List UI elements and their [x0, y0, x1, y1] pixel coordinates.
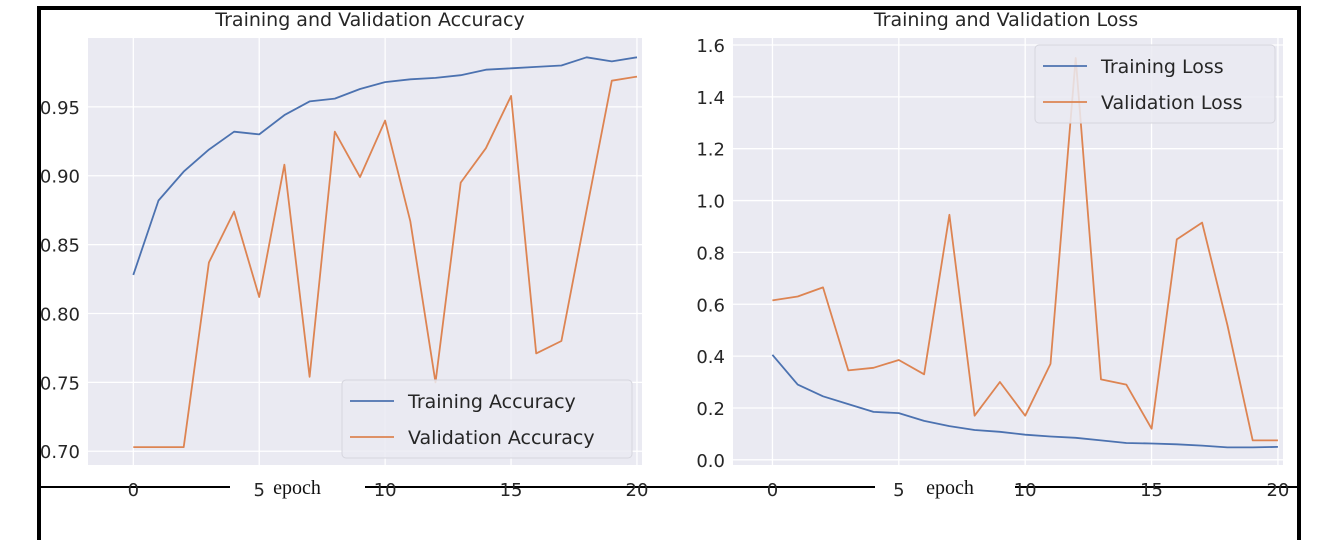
- x-tick-label: 10: [1014, 480, 1037, 501]
- series-line-training-loss: [771, 354, 1278, 449]
- x-tick-label: 10: [374, 480, 397, 501]
- legend-label: Validation Accuracy: [408, 427, 595, 449]
- chart-title: Training and Validation Accuracy: [214, 9, 524, 31]
- legend-label: Training Loss: [1100, 56, 1224, 78]
- y-tick-label: 0.2: [696, 399, 725, 420]
- x-axis-label: epoch: [273, 477, 321, 499]
- y-tick-label: 1.4: [696, 88, 725, 109]
- x-tick-label: 5: [893, 480, 904, 501]
- x-tick-label: 15: [500, 480, 523, 501]
- accuracy-chart: Training and Validation Accuracy 0.70 0.75…: [40, 9, 648, 501]
- y-tick-label: 0.6: [696, 295, 725, 316]
- y-tick-label: 0.8: [696, 243, 725, 264]
- y-tick-label: 0.4: [696, 347, 725, 368]
- legend-box: [1034, 44, 1276, 124]
- x-tick-label: 5: [254, 480, 265, 501]
- x-tick-label: 0: [128, 480, 139, 501]
- series-line-validation-loss: [772, 57, 1278, 442]
- series-line-validation-accuracy: [133, 75, 638, 449]
- y-tick-label: 1.0: [696, 192, 725, 213]
- legend-label: Training Accuracy: [407, 391, 576, 413]
- y-tick-label: 1.6: [696, 36, 725, 57]
- y-tick-label: 0.70: [40, 442, 80, 463]
- x-tick-label: 20: [626, 480, 649, 501]
- x-axis-label: epoch: [926, 477, 974, 499]
- y-tick-label: 0.0: [696, 451, 725, 472]
- y-tick-label: 1.2: [696, 140, 725, 161]
- y-tick-label: 0.80: [40, 304, 80, 325]
- x-tick-label: 0: [767, 480, 778, 501]
- y-tick-label: 0.75: [40, 373, 80, 394]
- x-tick-label: 20: [1266, 480, 1289, 501]
- chart-title: Training and Validation Loss: [873, 9, 1138, 31]
- y-tick-label: 0.90: [40, 167, 80, 188]
- y-tick-label: 0.85: [40, 236, 80, 257]
- series-line-training-accuracy: [132, 56, 638, 276]
- x-tick-label: 15: [1140, 480, 1163, 501]
- y-tick-label: 0.95: [40, 98, 80, 119]
- loss-chart: Training and Validation Loss 0.0 0.2 0.4 0.6…: [696, 9, 1289, 501]
- legend-label: Validation Loss: [1101, 92, 1243, 114]
- legend-box: [341, 379, 633, 459]
